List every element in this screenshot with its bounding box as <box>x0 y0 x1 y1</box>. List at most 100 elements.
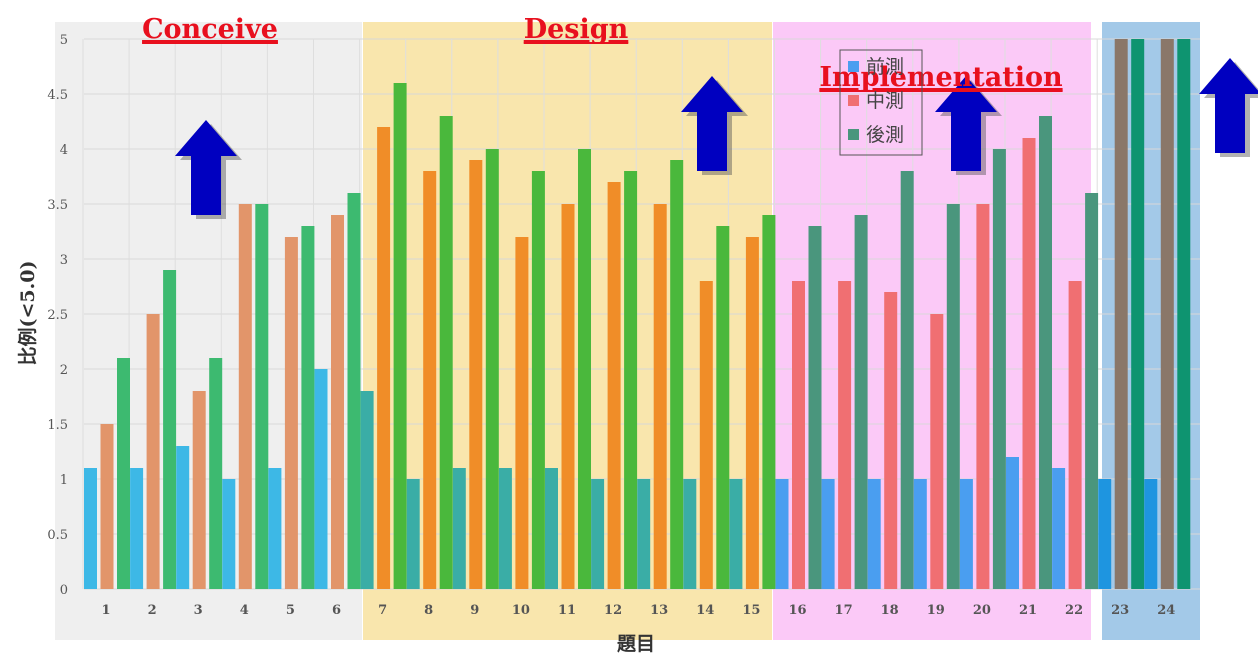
bar-18-1 <box>884 292 898 589</box>
bar-1-1 <box>100 424 114 589</box>
phase-label: Design <box>524 14 629 45</box>
up-arrow-icon <box>681 76 743 171</box>
phase-label: Conceive <box>142 14 278 45</box>
bar-20-0 <box>959 479 973 589</box>
bar-4-2 <box>255 204 269 589</box>
bar-2-1 <box>146 314 160 589</box>
bar-13-1 <box>653 204 667 589</box>
bar-20-2 <box>992 149 1006 589</box>
bar-18-2 <box>900 171 914 589</box>
x-tick-label: 5 <box>286 603 295 618</box>
bar-6-1 <box>331 215 344 589</box>
y-axis-title: 比例(<5.0) <box>16 261 39 366</box>
bar-3-0 <box>176 446 190 589</box>
bar-21-0 <box>1006 457 1019 589</box>
x-axis: 1 2 3 4 5 6 7 8 9 10 11 12 13 14 15 16 17 18 19 20 21 22 23 24 <box>101 603 1175 618</box>
x-tick-label: 12 <box>604 603 622 618</box>
x-tick-label: 2 <box>148 603 157 618</box>
bar-1-0 <box>84 468 97 589</box>
bar-22-0 <box>1052 468 1066 589</box>
bar-15-1 <box>745 237 759 589</box>
x-tick-label: 6 <box>332 603 341 618</box>
bar-7-1 <box>377 127 391 589</box>
bar-12-0 <box>591 479 605 589</box>
bar-8-1 <box>423 171 437 589</box>
y-tick-label: 4.5 <box>47 88 68 103</box>
bar-12-2 <box>624 171 638 589</box>
bar-9-1 <box>469 160 483 589</box>
bars <box>84 39 1191 589</box>
x-tick-label: 17 <box>835 603 853 618</box>
bar-17-1 <box>838 281 852 589</box>
bar-5-0 <box>268 468 282 589</box>
x-tick-label: 4 <box>240 603 249 618</box>
bar-10-2 <box>531 171 545 589</box>
bar-24-1 <box>1160 39 1174 589</box>
bar-13-2 <box>670 160 684 589</box>
x-tick-label: 23 <box>1111 603 1129 618</box>
y-tick-label: 5 <box>60 33 68 48</box>
x-tick-label: 1 <box>101 603 110 618</box>
bar-8-0 <box>406 479 420 589</box>
bar-3-1 <box>192 391 206 589</box>
bar-22-2 <box>1085 193 1099 589</box>
bar-24-2 <box>1177 39 1191 589</box>
legend: 前測 中測 後測 <box>839 49 923 156</box>
bar-9-2 <box>485 149 499 589</box>
bar-1-2 <box>117 358 130 589</box>
bar-2-0 <box>130 468 144 589</box>
bar-16-2 <box>808 226 822 589</box>
bar-4-1 <box>238 204 252 589</box>
bar-6-0 <box>314 369 328 589</box>
bar-2-2 <box>163 270 177 589</box>
x-tick-label: 13 <box>650 603 668 618</box>
bar-7-2 <box>393 83 407 589</box>
legend-label-0: 前測 <box>866 56 904 78</box>
y-tick-label: 0 <box>60 583 68 598</box>
bar-15-2 <box>762 215 776 589</box>
x-tick-label: 19 <box>927 603 945 618</box>
x-tick-label: 22 <box>1065 603 1083 618</box>
bar-5-1 <box>284 237 298 589</box>
bar-10-0 <box>498 468 512 589</box>
bar-21-2 <box>1039 116 1052 589</box>
y-tick-label: 2.5 <box>47 308 68 323</box>
bar-11-1 <box>561 204 575 589</box>
y-tick-label: 3.5 <box>47 198 68 213</box>
bar-24-0 <box>1144 479 1158 589</box>
x-tick-label: 7 <box>378 603 387 618</box>
bar-16-0 <box>775 479 789 589</box>
bar-12-1 <box>607 182 621 589</box>
y-tick-label: 3 <box>60 253 68 268</box>
bar-13-0 <box>637 479 651 589</box>
legend-label-1: 中測 <box>866 90 904 112</box>
x-tick-label: 11 <box>558 603 576 618</box>
legend-box <box>839 49 923 156</box>
y-tick-label: 0.5 <box>47 528 68 543</box>
x-tick-label: 10 <box>512 603 530 618</box>
y-tick-label: 4 <box>60 143 68 158</box>
bar-8-2 <box>439 116 453 589</box>
bar-19-1 <box>930 314 944 589</box>
up-arrow-icon <box>1199 58 1258 153</box>
y-tick-label: 1.5 <box>47 418 68 433</box>
x-tick-label: 20 <box>973 603 991 618</box>
x-tick-label: 8 <box>424 603 433 618</box>
bar-6-2 <box>347 193 361 589</box>
bar-19-0 <box>913 479 927 589</box>
phase-labels: Conceive Design Implementation <box>142 14 1063 93</box>
bar-23-2 <box>1131 39 1145 589</box>
bar-22-1 <box>1068 281 1082 589</box>
x-tick-label: 18 <box>881 603 899 618</box>
bar-23-1 <box>1114 39 1128 589</box>
phase-label: Implementation <box>819 62 1063 93</box>
bar-7-0 <box>360 391 374 589</box>
bar-11-2 <box>578 149 591 589</box>
x-tick-label: 24 <box>1157 603 1175 618</box>
x-tick-label: 15 <box>742 603 760 618</box>
bar-5-2 <box>301 226 315 589</box>
y-axis: 0 0.5 1 1.5 2 2.5 3 3.5 4 4.5 5 <box>47 33 68 598</box>
bar-17-2 <box>854 215 868 589</box>
bar-10-1 <box>515 237 529 589</box>
